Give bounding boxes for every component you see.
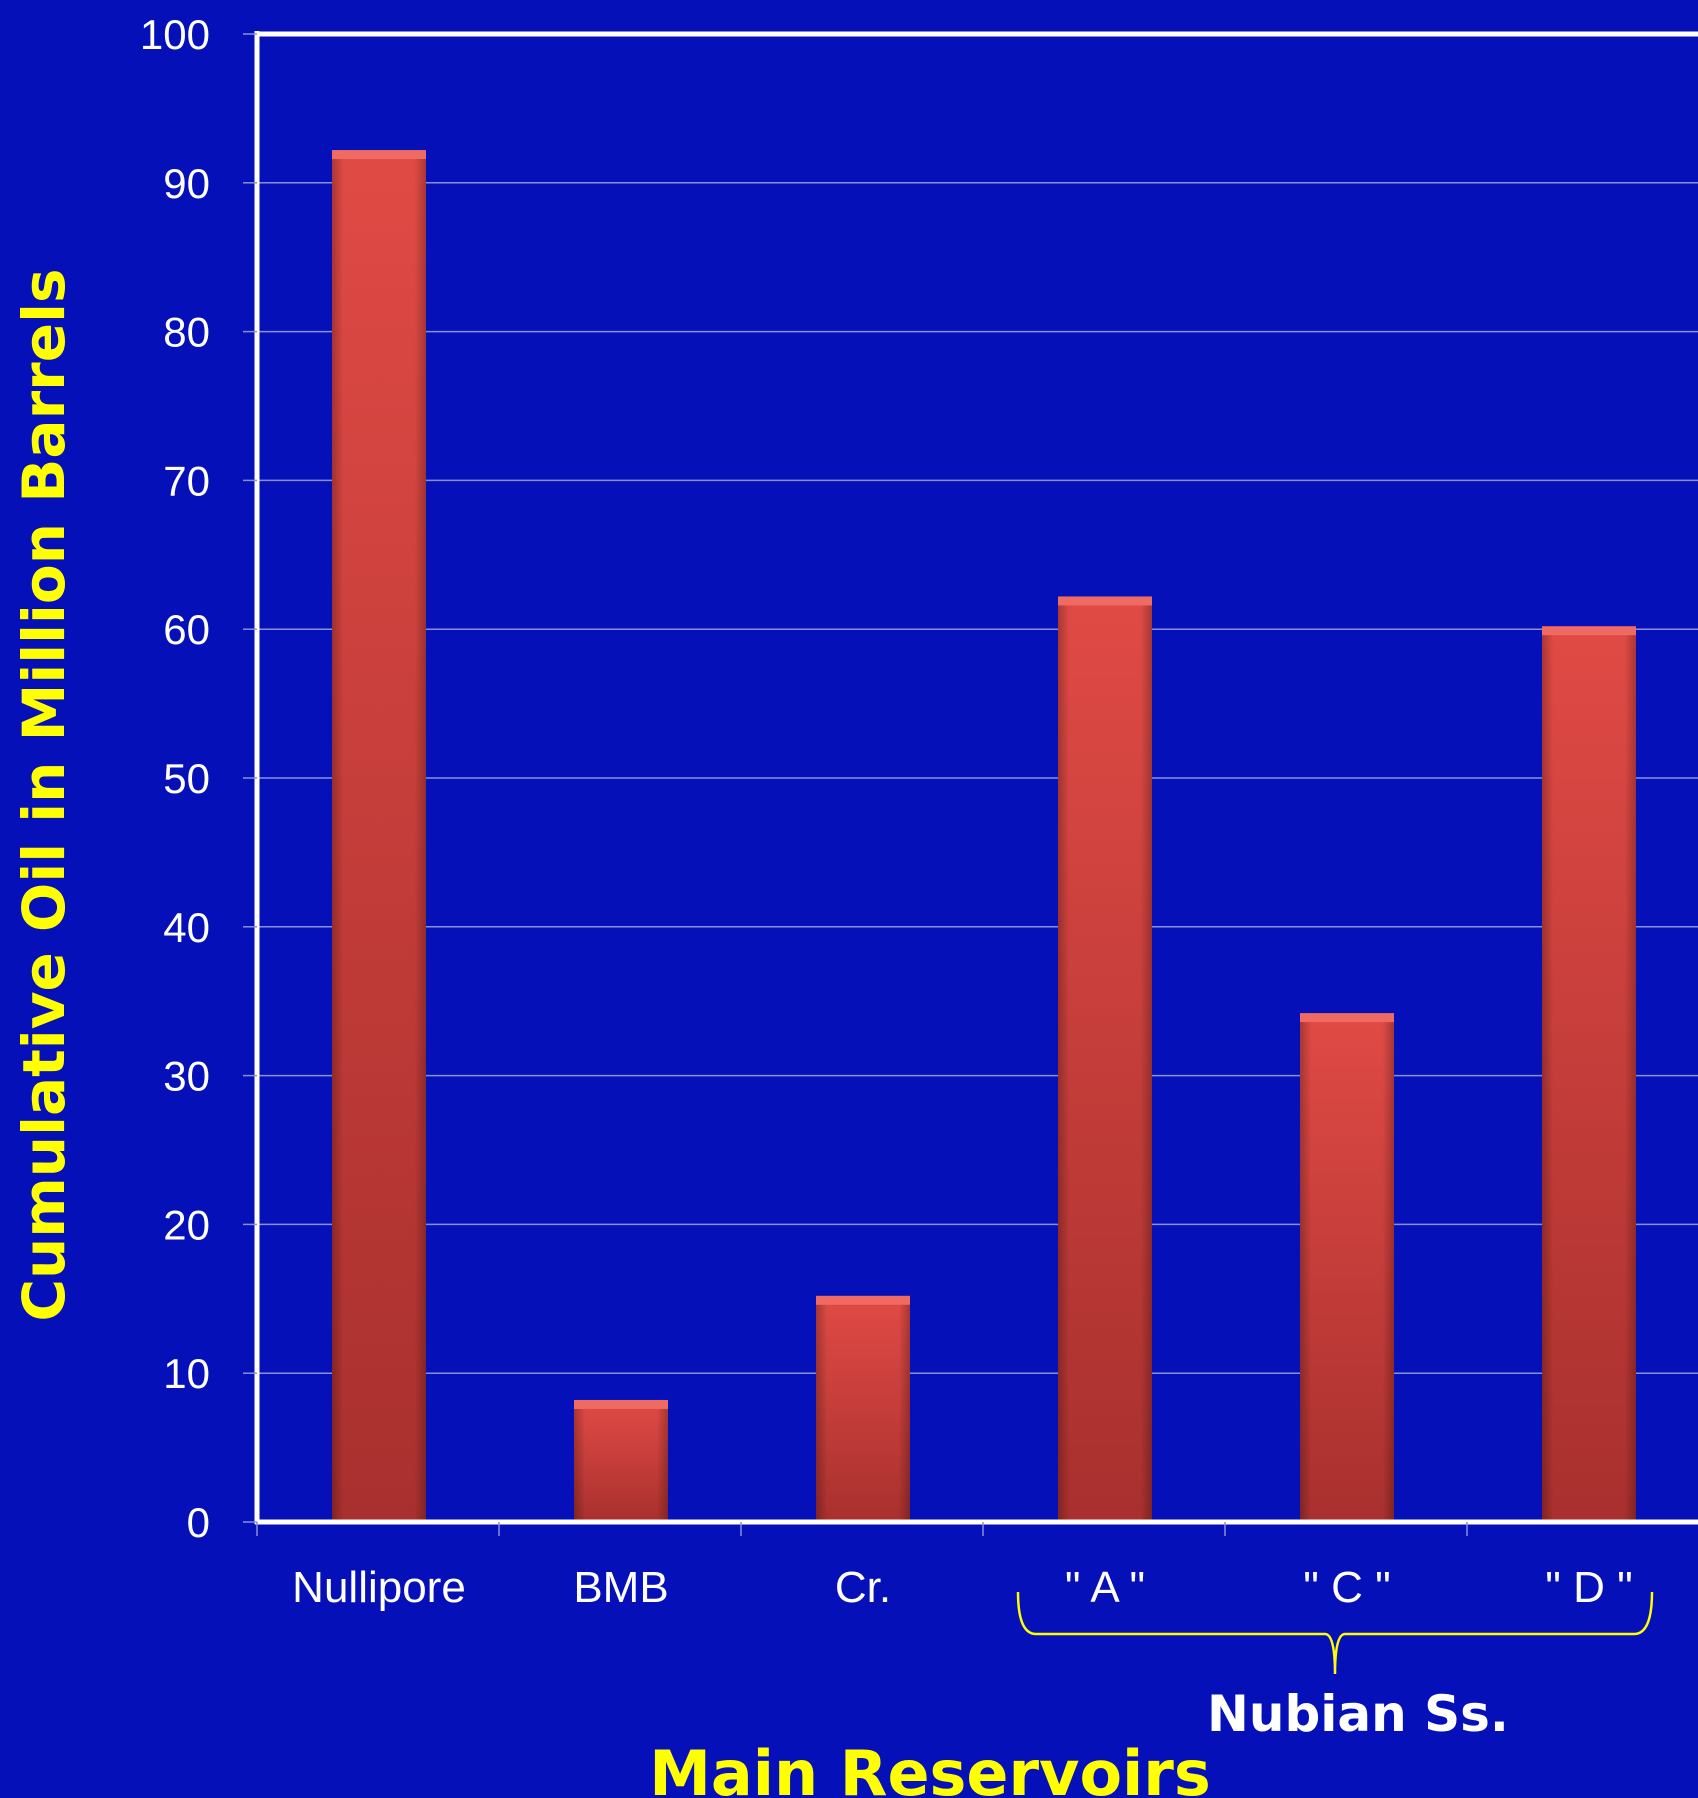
- x-tick-label-0: Nullipore: [292, 1563, 466, 1612]
- bar-cap-2: [816, 1295, 910, 1305]
- y-tick-label-50: 50: [163, 755, 210, 802]
- y-tick-label-100: 100: [140, 11, 210, 58]
- x-axis-title: Main Reservoirs: [649, 1737, 1211, 1798]
- y-tick-label-40: 40: [163, 904, 210, 951]
- y-tick-label-30: 30: [163, 1053, 210, 1100]
- bar-shade-0: [332, 153, 426, 1522]
- y-tick-label-90: 90: [163, 160, 210, 207]
- x-tick-label-3: " A ": [1065, 1563, 1145, 1612]
- bar-cap-4: [1300, 1013, 1394, 1023]
- tick-labels: 0 10 20 30 40 50 60 70 80 90 100 Nullipore BMB Cr. " A…: [140, 11, 1633, 1612]
- gridlines: [257, 33, 1698, 1374]
- nubian-group-brace: [1016, 1591, 1654, 1675]
- y-tick-label-80: 80: [163, 309, 210, 356]
- bar-cap-1: [574, 1399, 668, 1409]
- bar-cap-5: [1542, 626, 1636, 636]
- x-tick-label-4: " C ": [1303, 1563, 1390, 1612]
- x-tick-label-2: Cr.: [835, 1563, 891, 1612]
- y-tick-label-60: 60: [163, 606, 210, 653]
- nubian-group-label: Nubian Ss.: [1207, 1685, 1509, 1743]
- y-tick-label-70: 70: [163, 457, 210, 504]
- y-tick-label-20: 20: [163, 1201, 210, 1248]
- bar-shade-1: [574, 1402, 668, 1522]
- bar-shade-4: [1300, 1016, 1394, 1522]
- bar-cap-0: [332, 150, 426, 160]
- bar-shade-2: [816, 1298, 910, 1522]
- y-axis-title: Cumulative Oil in Million Barrels: [10, 268, 78, 1321]
- bar-shade-5: [1542, 629, 1636, 1522]
- y-tick-label-10: 10: [163, 1350, 210, 1397]
- bar-cap-3: [1058, 596, 1152, 606]
- x-tick-label-5: " D ": [1545, 1563, 1632, 1612]
- bar-shade-3: [1058, 599, 1152, 1522]
- y-tick-label-0: 0: [187, 1499, 210, 1546]
- bars: [332, 150, 1636, 1522]
- annotations: Nubian Ss.: [1016, 1591, 1654, 1743]
- x-tick-label-1: BMB: [573, 1563, 668, 1612]
